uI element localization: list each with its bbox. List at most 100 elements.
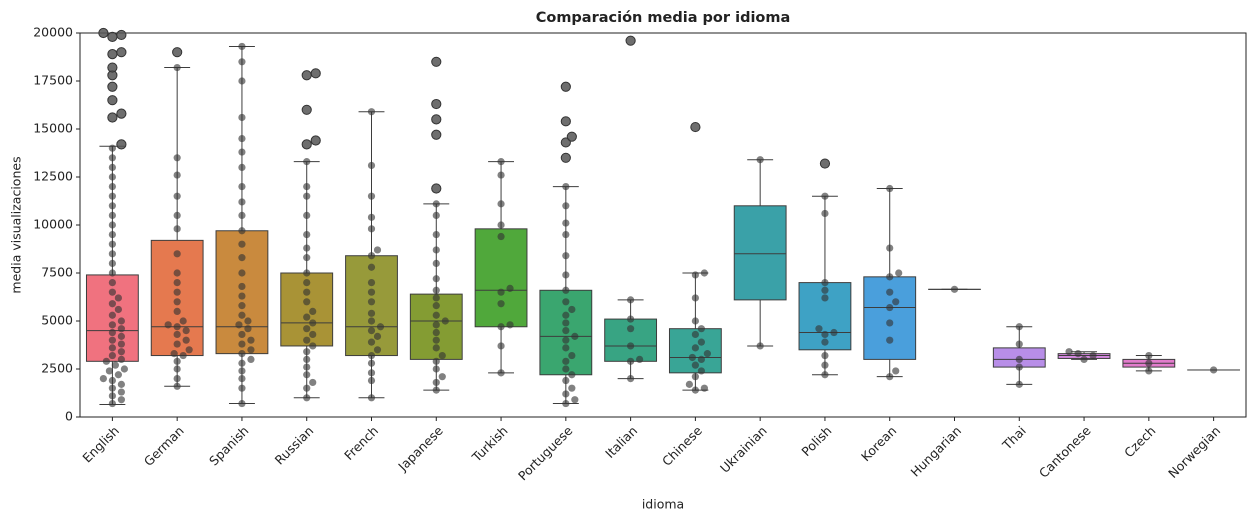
swarm-point xyxy=(309,378,317,387)
swarm-point xyxy=(562,202,570,210)
swarm-point xyxy=(373,346,382,354)
swarm-point xyxy=(432,365,440,373)
swarm-point xyxy=(238,211,246,219)
outlier xyxy=(431,129,442,140)
outlier xyxy=(107,31,118,42)
swarm-point xyxy=(117,348,125,356)
swarm-point xyxy=(697,338,705,346)
swarm-point xyxy=(238,42,246,51)
swarm-point xyxy=(506,321,514,329)
swarm-point xyxy=(886,273,894,281)
swarm-point xyxy=(105,367,113,375)
swarm-point xyxy=(173,307,181,315)
swarm-point xyxy=(636,355,644,363)
outlier xyxy=(301,104,312,115)
outlier xyxy=(560,152,571,163)
outlier xyxy=(431,98,442,110)
swarm-point xyxy=(562,252,570,260)
swarm-point xyxy=(562,311,570,319)
swarm-point xyxy=(108,144,116,152)
swarm-point xyxy=(117,325,125,333)
swarm-point xyxy=(117,388,125,396)
swarm-point xyxy=(432,211,440,219)
swarm-point xyxy=(114,294,122,302)
swarm-point xyxy=(173,225,181,233)
swarm-point xyxy=(238,58,246,66)
swarm-point xyxy=(303,325,311,333)
y-tick-label: 0 xyxy=(65,409,73,424)
swarm-point xyxy=(309,330,317,339)
outlier xyxy=(560,116,571,127)
swarm-point xyxy=(238,375,246,383)
swarm-point xyxy=(367,309,376,317)
swarm-point xyxy=(1145,351,1153,360)
swarm-point xyxy=(886,244,894,252)
swarm-point xyxy=(886,319,894,327)
swarm-point xyxy=(821,294,829,302)
x-tick-label: Norwegian xyxy=(1165,423,1223,481)
swarm-point xyxy=(821,361,829,369)
swarm-point xyxy=(1015,363,1023,371)
swarm-point xyxy=(108,211,116,219)
swarm-point xyxy=(173,211,181,219)
swarm-point xyxy=(432,386,440,394)
swarm-point xyxy=(247,346,255,354)
x-tick-label: Russian xyxy=(272,423,317,468)
x-tick-label: Japanese xyxy=(394,423,446,475)
outlier xyxy=(819,158,831,169)
swarm-point xyxy=(1080,355,1088,363)
outlier xyxy=(310,68,321,79)
swarm-point xyxy=(506,284,514,292)
box xyxy=(474,228,528,328)
swarm-point xyxy=(117,396,125,404)
swarm-point xyxy=(821,371,829,379)
y-axis-label: media visualizaciones xyxy=(9,156,24,293)
swarm-point xyxy=(562,344,570,352)
swarm-point xyxy=(108,328,116,337)
swarm-point xyxy=(497,221,505,229)
swarm-point xyxy=(117,340,125,348)
swarm-point xyxy=(691,361,699,369)
swarm-point xyxy=(238,269,246,277)
swarm-point xyxy=(1210,366,1218,374)
swarm-point xyxy=(1145,367,1153,375)
swarm-point xyxy=(238,135,246,143)
swarm-point xyxy=(756,156,764,164)
swarm-point xyxy=(114,371,122,379)
swarm-point xyxy=(892,367,900,375)
swarm-point xyxy=(108,240,116,248)
swarm-point xyxy=(886,336,894,344)
swarm-point xyxy=(185,346,193,354)
swarm-point xyxy=(950,285,959,293)
swarm-point xyxy=(108,336,116,344)
swarm-point xyxy=(238,77,246,85)
box xyxy=(733,205,787,301)
swarm-point xyxy=(238,359,246,367)
swarm-point xyxy=(102,357,110,365)
swarm-point xyxy=(367,288,376,296)
swarm-point xyxy=(173,192,181,200)
swarm-point xyxy=(627,315,635,323)
swarm-point xyxy=(367,192,376,200)
swarm-point xyxy=(164,321,172,329)
y-tick-label: 12500 xyxy=(33,169,73,184)
swarm-point xyxy=(1015,355,1023,363)
swarm-point xyxy=(367,263,376,271)
swarm-point xyxy=(303,183,311,191)
swarm-point xyxy=(1015,340,1023,348)
outlier xyxy=(116,108,127,119)
swarm-point xyxy=(892,298,900,306)
swarm-point xyxy=(432,311,440,319)
outlier xyxy=(172,47,183,58)
swarm-point xyxy=(173,357,181,365)
swarm-point xyxy=(238,240,246,248)
swarm-point xyxy=(367,279,376,287)
swarm-point xyxy=(108,259,116,267)
swarm-point xyxy=(238,384,246,392)
swarm-point xyxy=(244,317,252,325)
swarm-point xyxy=(432,328,440,337)
swarm-point xyxy=(117,355,125,363)
swarm-point xyxy=(886,184,894,193)
swarm-point xyxy=(627,357,635,365)
swarm-point xyxy=(432,302,440,310)
